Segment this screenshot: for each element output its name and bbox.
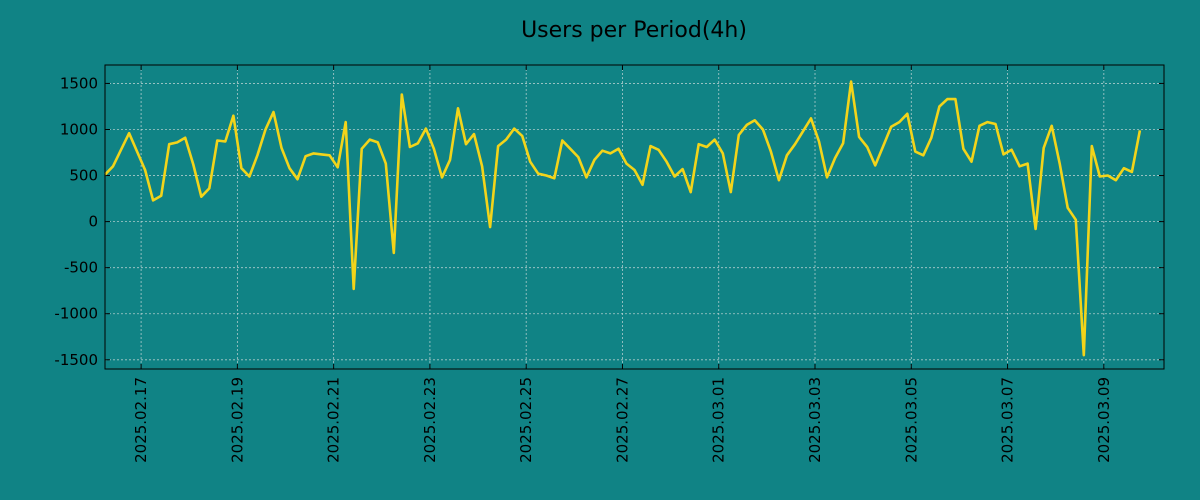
series-line-users bbox=[104, 80, 1142, 357]
x-tick-label: 2025.02.21 bbox=[325, 377, 343, 463]
y-tick-label: -1000 bbox=[54, 305, 98, 323]
y-tick-label: -500 bbox=[64, 259, 98, 277]
x-tick-label: 2025.02.25 bbox=[517, 377, 535, 463]
x-tick-label: 2025.03.05 bbox=[902, 377, 920, 463]
x-tick-label: 2025.02.17 bbox=[132, 377, 150, 463]
y-tick-label: -1500 bbox=[54, 351, 98, 369]
x-tick-label: 2025.03.01 bbox=[710, 377, 728, 463]
x-tick-label: 2025.03.07 bbox=[999, 377, 1017, 463]
y-axis: 1500 1000 500 0 -500 -1000 -1500 bbox=[54, 74, 1164, 369]
plot-area-frame bbox=[104, 64, 1165, 370]
grid bbox=[105, 65, 1164, 369]
y-tick-label: 1500 bbox=[60, 74, 98, 92]
x-tick-label: 2025.02.23 bbox=[421, 377, 439, 463]
y-tick-label: 1000 bbox=[60, 120, 98, 138]
chart-title: Users per Period(4h) bbox=[521, 18, 747, 43]
x-tick-label: 2025.02.19 bbox=[228, 377, 246, 463]
x-tick-label: 2025.02.27 bbox=[613, 377, 631, 463]
x-tick-label: 2025.03.09 bbox=[1095, 377, 1113, 463]
x-axis: 2025.02.17 2025.02.19 2025.02.21 2025.02.23… bbox=[132, 65, 1113, 463]
y-tick-label: 0 bbox=[88, 213, 98, 231]
x-tick-label: 2025.03.03 bbox=[806, 377, 824, 463]
series-layer bbox=[104, 80, 1142, 357]
y-tick-label: 500 bbox=[69, 167, 98, 185]
